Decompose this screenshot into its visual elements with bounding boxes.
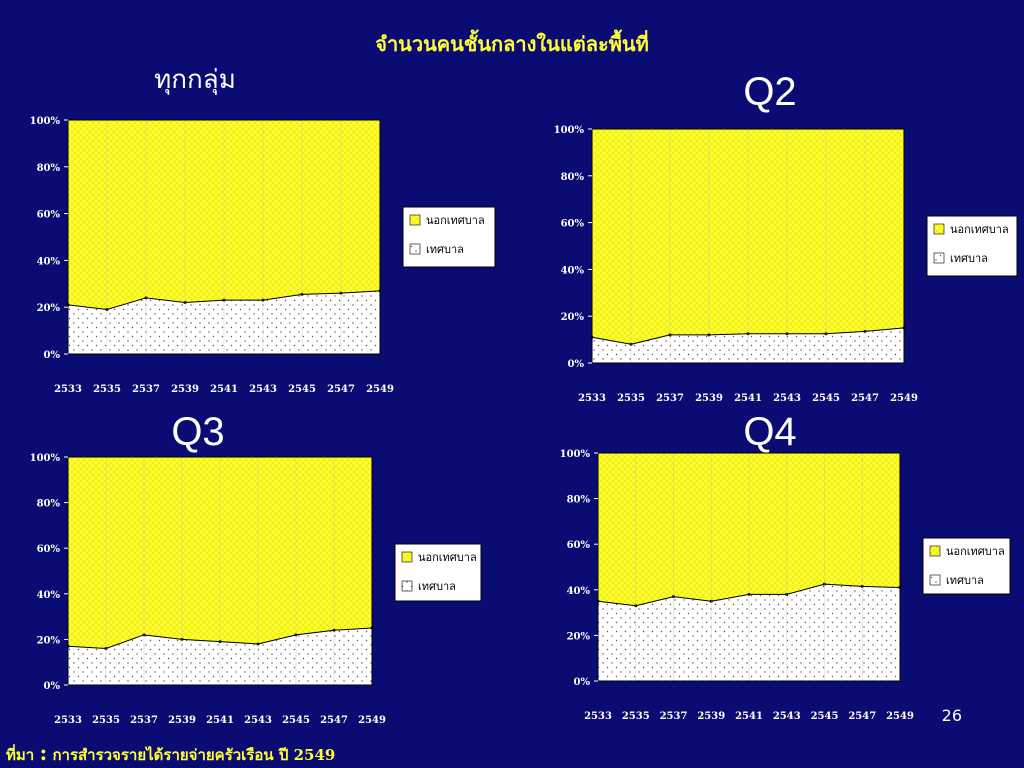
x-tick-label: 2545 (282, 715, 310, 726)
y-tick-label: 0% (44, 681, 61, 692)
chart-q4: Q4 0% 20% 40% 60% 80% 100% 2533 2535 2537 2539 2541… (560, 410, 1011, 722)
y-tick-label: 0% (44, 350, 61, 361)
x-tick-label: 2543 (773, 711, 801, 722)
y-tick-label: 0% (574, 677, 591, 688)
slide-number: 26 (941, 706, 962, 725)
y-tick-label: 60% (561, 219, 585, 230)
x-tick-label: 2535 (622, 711, 650, 722)
x-tick-label: 2547 (327, 384, 355, 395)
x-tick-label: 2541 (735, 711, 763, 722)
x-tick-label: 2543 (249, 384, 277, 395)
x-tick-label: 2547 (320, 715, 348, 726)
y-tick-label: 100% (554, 125, 585, 136)
x-tick-label: 2547 (851, 393, 879, 404)
x-tick-label: 2539 (171, 384, 199, 395)
y-tick-label: 100% (30, 116, 61, 127)
chart-q3: Q3 0% 20% 40% 60% 80% 100% 2533 2535 2537 2539 2541… (30, 410, 482, 726)
x-tick-label: 2533 (578, 393, 606, 404)
source-text: การสำรวจรายได้รายจ่ายครัวเรือน ปี 2549 (52, 746, 336, 764)
y-tick-label: 40% (567, 586, 591, 597)
y-tick-label: 20% (561, 312, 585, 323)
chart-q2: Q2 0% 20% 40% 60% 80% 100% 2533 2535 2537 2539 2541… (554, 70, 1018, 404)
x-tick-label: 2541 (206, 715, 234, 726)
legend-swatch-outer (929, 545, 941, 557)
source-label: ที่มา (6, 746, 35, 764)
x-tick-label: 2549 (886, 711, 914, 722)
plot-border (597, 452, 901, 682)
legend-label: เทศบาล (946, 574, 984, 587)
panel-title: Q4 (743, 410, 796, 454)
x-tick-label: 2533 (54, 384, 82, 395)
x-tick-label: 2549 (366, 384, 394, 395)
x-tick-label: 2533 (54, 715, 82, 726)
y-tick-label: 60% (37, 210, 61, 221)
plot-border (67, 456, 373, 686)
y-tick-label: 100% (30, 453, 61, 464)
x-tick-label: 2545 (288, 384, 316, 395)
legend-swatch-outer (409, 214, 421, 226)
x-tick-label: 2537 (130, 715, 158, 726)
x-tick-label: 2549 (358, 715, 386, 726)
panel-title: Q2 (743, 70, 796, 114)
x-tick-label: 2547 (848, 711, 876, 722)
plot-border (591, 128, 905, 364)
legend-swatch-outer (401, 551, 413, 563)
x-tick-label: 2539 (168, 715, 196, 726)
panel-title: Q3 (171, 410, 224, 454)
x-tick-label: 2539 (695, 393, 723, 404)
y-tick-label: 20% (37, 303, 61, 314)
legend-label: เทศบาล (426, 243, 464, 256)
x-tick-label: 2543 (244, 715, 272, 726)
legend-label: เทศบาล (418, 580, 456, 593)
x-tick-label: 2535 (92, 715, 120, 726)
x-tick-label: 2545 (812, 393, 840, 404)
source-note: ที่มา : การสำรวจรายได้รายจ่ายครัวเรือน ป… (6, 740, 335, 767)
y-tick-label: 80% (561, 172, 585, 183)
chart-all-groups: ทุกกลุ่ม 0% 20% 40% 60% 80% 100% 2533 2535 2537 25… (30, 65, 496, 395)
x-tick-label: 2537 (660, 711, 688, 722)
legend-label: นอกเทศบาล (946, 545, 1005, 558)
y-tick-label: 80% (37, 499, 61, 510)
x-tick-label: 2535 (617, 393, 645, 404)
x-tick-label: 2537 (656, 393, 684, 404)
legend-swatch-inner (933, 252, 945, 264)
x-tick-label: 2543 (773, 393, 801, 404)
legend-label: นอกเทศบาล (426, 214, 485, 227)
legend-swatch-outer (933, 223, 945, 235)
x-tick-label: 2545 (811, 711, 839, 722)
x-tick-label: 2541 (210, 384, 238, 395)
legend-label: นอกเทศบาล (418, 551, 477, 564)
x-tick-label: 2539 (697, 711, 725, 722)
x-tick-label: 2533 (584, 711, 612, 722)
y-tick-label: 100% (560, 449, 591, 460)
legend-swatch-inner (401, 580, 413, 592)
panel-title: ทุกกลุ่ม (154, 65, 236, 95)
y-tick-label: 20% (567, 631, 591, 642)
y-tick-label: 60% (567, 540, 591, 551)
y-tick-label: 0% (568, 359, 585, 370)
source-colon: : (39, 740, 48, 765)
y-tick-label: 80% (567, 495, 591, 506)
y-tick-label: 40% (37, 256, 61, 267)
y-tick-label: 60% (37, 544, 61, 555)
y-tick-label: 40% (561, 265, 585, 276)
x-tick-label: 2549 (890, 393, 918, 404)
y-tick-label: 20% (37, 635, 61, 646)
x-tick-label: 2537 (132, 384, 160, 395)
legend-swatch-inner (409, 243, 421, 255)
legend-swatch-inner (929, 574, 941, 586)
slide-title: จำนวนคนชั้นกลางในแต่ละพื้นที่ (375, 32, 649, 56)
y-tick-label: 80% (37, 163, 61, 174)
x-tick-label: 2535 (93, 384, 121, 395)
y-tick-label: 40% (37, 590, 61, 601)
legend-label: เทศบาล (950, 252, 988, 265)
x-tick-label: 2541 (734, 393, 762, 404)
legend-label: นอกเทศบาล (950, 223, 1009, 236)
plot-border (67, 119, 381, 355)
